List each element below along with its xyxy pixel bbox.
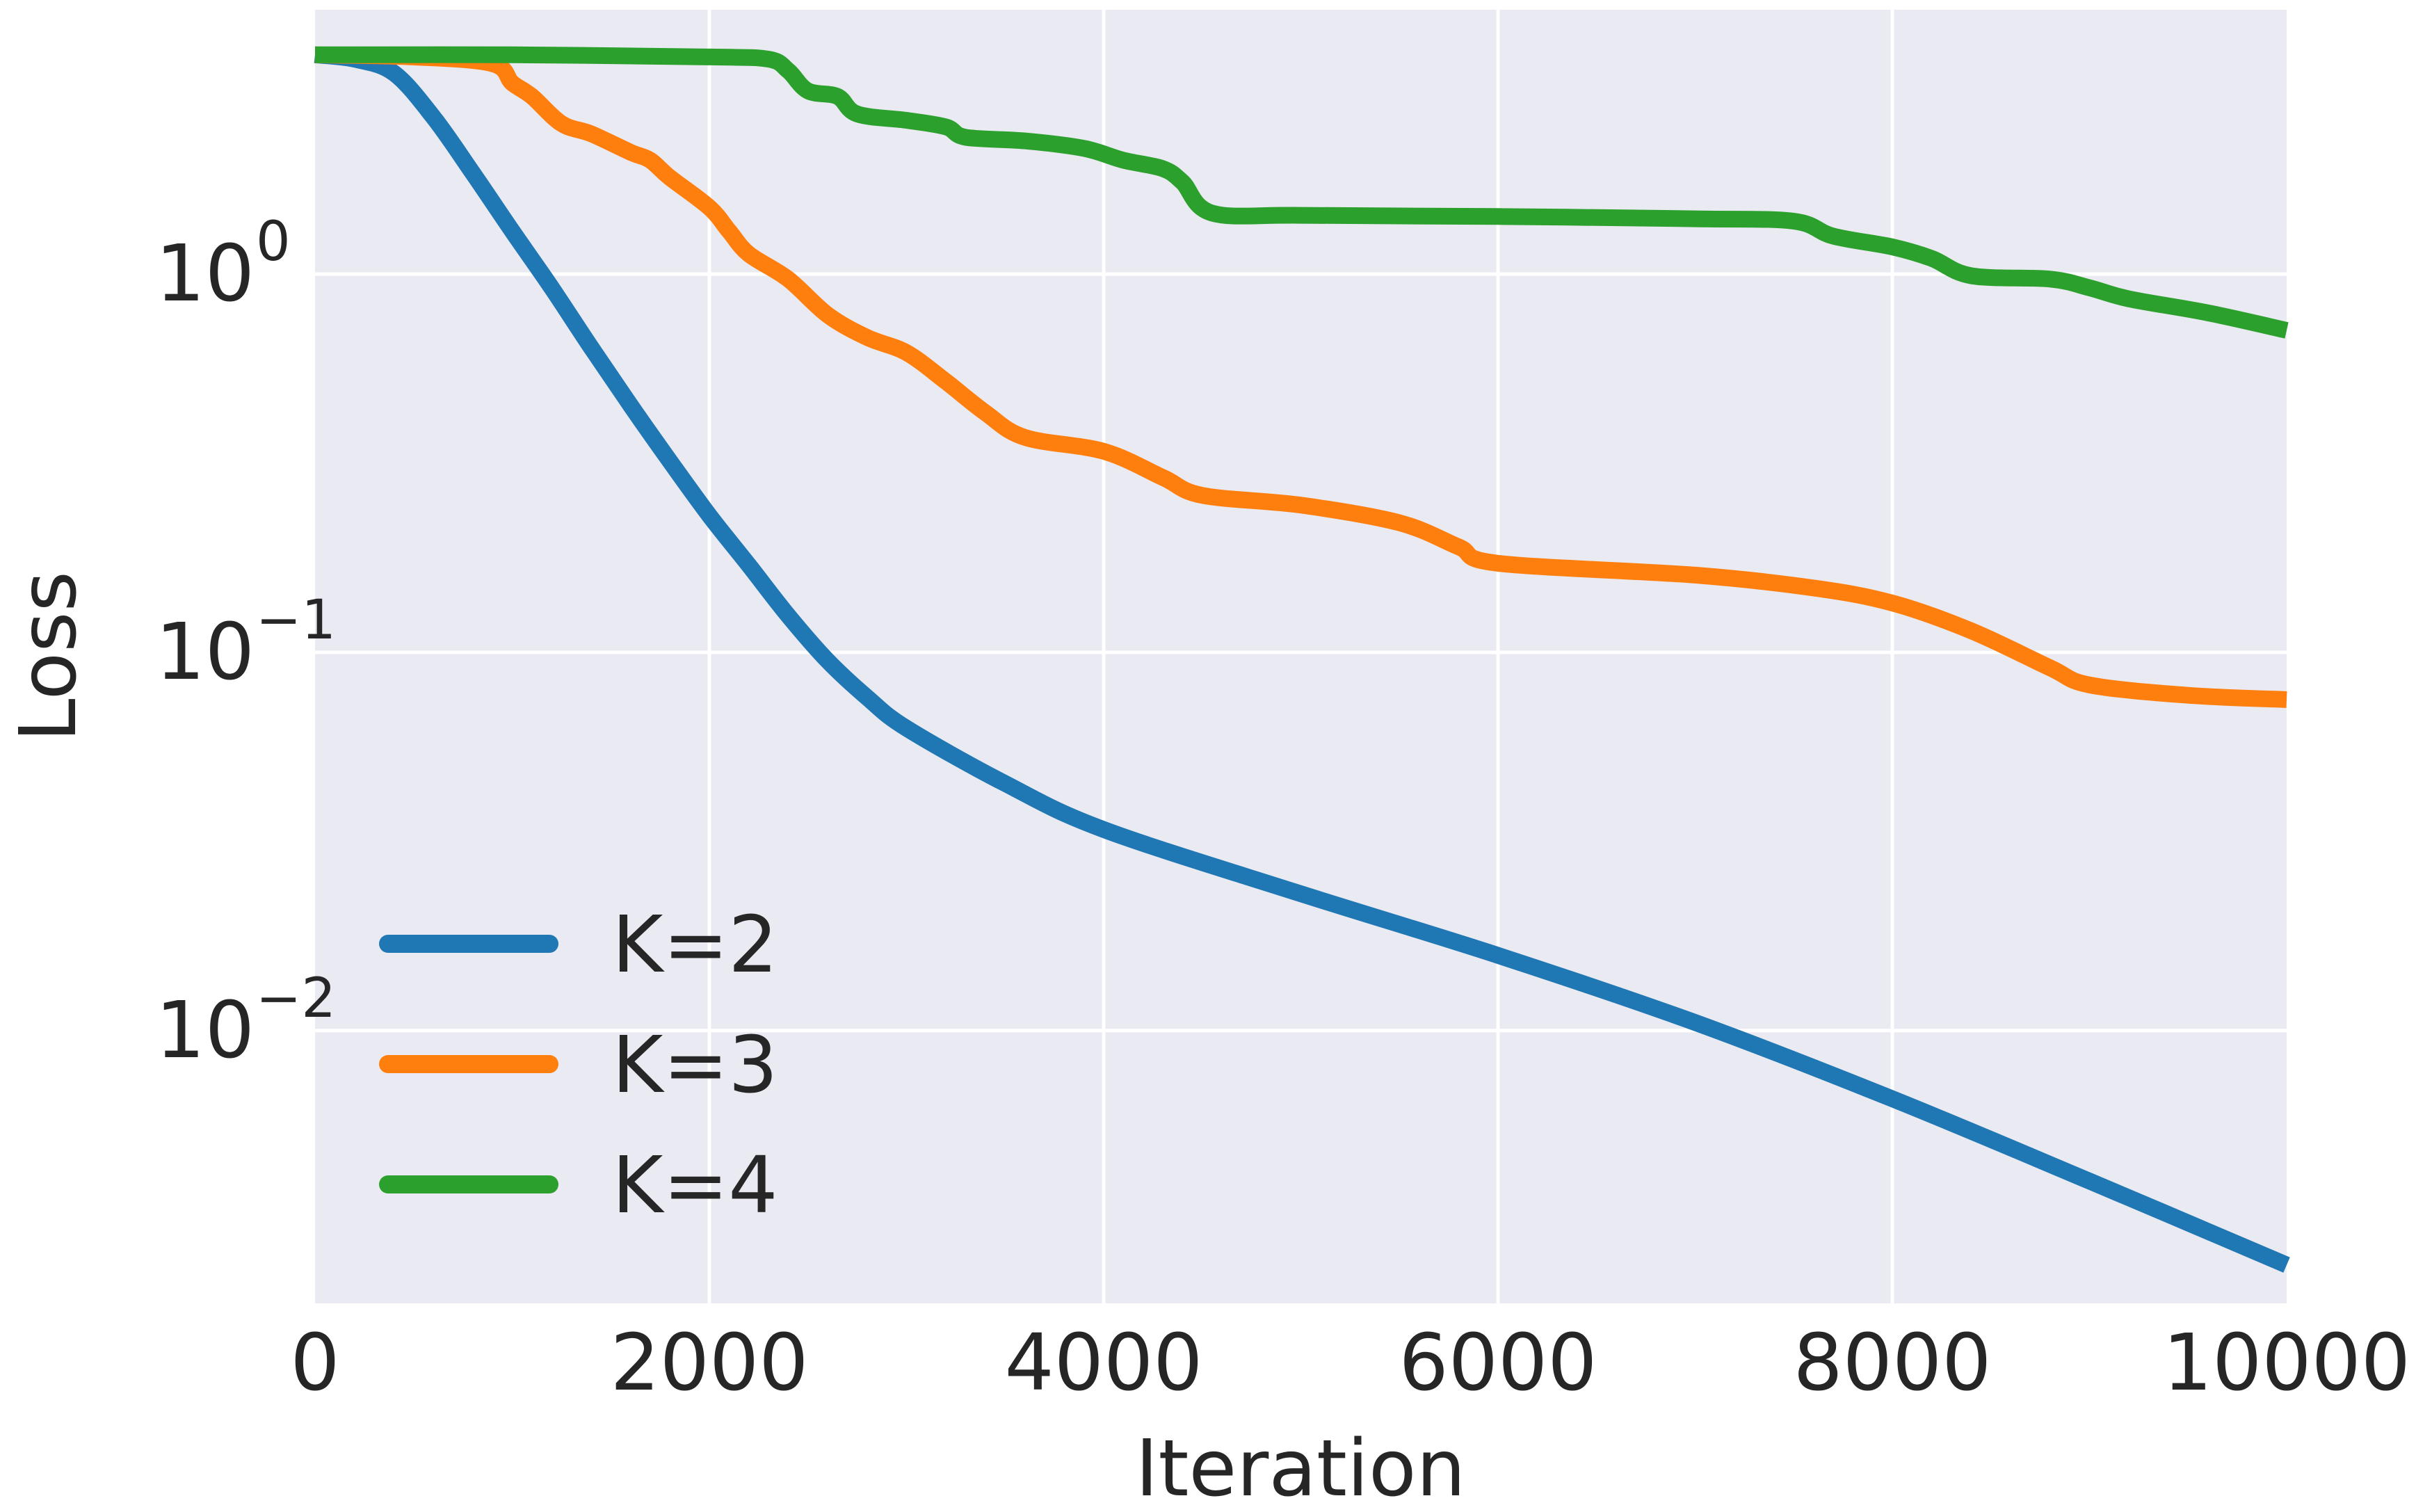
y-tick-exponent: −1 <box>256 589 336 652</box>
series-line-k-4 <box>314 46 2289 339</box>
y-tick-exponent: −2 <box>256 967 336 1030</box>
legend-label: K=3 <box>612 1020 778 1111</box>
x-tick-label: 0 <box>290 1318 339 1408</box>
grid-lines <box>315 10 2287 1303</box>
y-axis-label: Loss <box>3 571 94 742</box>
y-tick-label: 10 <box>155 986 255 1076</box>
series-line-k-3 <box>314 46 2287 708</box>
x-tick-label: 8000 <box>1793 1318 1991 1408</box>
x-axis-label: Iteration <box>1135 1424 1465 1509</box>
x-tick-label: 4000 <box>1004 1318 1202 1408</box>
x-tick-labels: 0 2000 4000 6000 8000 10000 <box>290 1318 2410 1408</box>
series-lines <box>314 46 2290 1273</box>
x-tick-label: 2000 <box>610 1318 808 1408</box>
x-tick-label: 6000 <box>1399 1318 1597 1408</box>
legend: K=2 K=3 K=4 <box>379 900 778 1231</box>
y-tick-label: 10 <box>155 229 255 319</box>
legend-label: K=2 <box>612 900 778 990</box>
x-tick-label: 10000 <box>2163 1318 2410 1408</box>
legend-label: K=4 <box>612 1141 778 1231</box>
y-tick-exponent: 0 <box>256 211 291 273</box>
plot-background <box>315 10 2287 1303</box>
series-line-k-2 <box>314 46 2290 1273</box>
y-tick-label: 10 <box>155 607 255 698</box>
